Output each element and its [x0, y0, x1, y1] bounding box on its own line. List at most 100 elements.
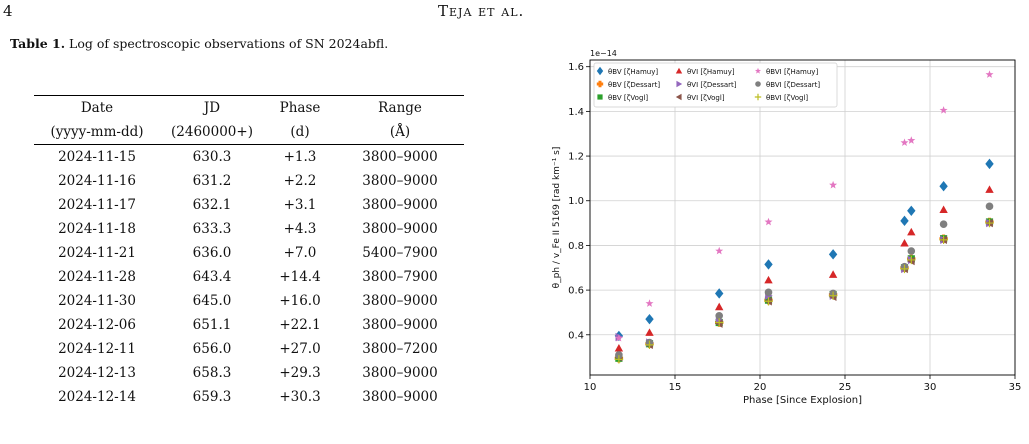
table-row: 2024-11-16 631.2 +2.2 3800–9000 [34, 169, 464, 193]
running-title: Teja et al. [438, 2, 525, 20]
cell-date: 2024-11-30 [58, 293, 136, 309]
x-tick-label: 35 [1009, 382, 1022, 393]
data-point-series-6 [715, 246, 724, 255]
data-point-series-6 [829, 180, 838, 189]
cell-jd: 636.0 [192, 245, 232, 261]
data-point-series-0 [900, 215, 909, 227]
unit-jd: (2460000+) [171, 124, 253, 140]
cell-range: 3800–7900 [362, 269, 438, 285]
cell-date: 2024-11-21 [58, 245, 136, 261]
y-tick-label: 1.0 [568, 196, 584, 207]
legend-label: θVI [ζHamuy] [687, 68, 735, 76]
data-point-series-3 [645, 328, 654, 336]
y-tick-label: 0.4 [568, 330, 584, 341]
data-point-series-3 [939, 205, 948, 214]
data-point-series-8 [645, 340, 654, 350]
data-point-series-3 [985, 185, 994, 193]
table-caption-text: Log of spectroscopic observations of SN … [69, 36, 389, 51]
table-caption-label: Table 1. [10, 36, 66, 51]
cell-phase: +1.3 [283, 149, 317, 165]
cell-date: 2024-11-28 [58, 269, 136, 285]
cell-jd: 659.3 [192, 389, 232, 405]
data-point-series-7 [907, 247, 916, 255]
data-point-series-6 [907, 136, 916, 144]
data-point-series-3 [828, 270, 838, 278]
table-row: 2024-12-13 658.3 +29.3 3800–9000 [34, 361, 464, 385]
cell-range: 5400–7900 [362, 245, 438, 261]
cell-phase: +4.3 [283, 221, 317, 237]
cell-jd: 656.0 [192, 341, 232, 357]
cell-date: 2024-11-17 [58, 197, 136, 213]
cell-date: 2024-11-16 [58, 173, 136, 189]
data-point-series-7 [939, 220, 948, 229]
table-row: 2024-12-14 659.3 +30.3 3800–9000 [34, 385, 464, 409]
unit-date: (yyyy-mm-dd) [50, 124, 144, 140]
data-point-series-3 [715, 302, 724, 311]
y-tick-label: 1.4 [568, 107, 584, 118]
x-tick-label: 25 [839, 382, 852, 393]
data-point-series-6 [764, 217, 773, 226]
table-row: 2024-11-17 632.1 +3.1 3800–9000 [34, 193, 464, 217]
legend-label: θBV [ζVogl] [608, 94, 648, 102]
y-axis-label: θ_ph / v_Fe II 5169 [rad km⁻¹ s] [552, 147, 562, 289]
observation-log-table: Date JD Phase Range (yyyy-mm-dd) (246000… [34, 95, 464, 409]
cell-phase: +29.3 [279, 365, 321, 381]
data-point-series-8 [764, 297, 773, 306]
cell-phase: +7.0 [283, 245, 317, 261]
data-point-series-7 [615, 351, 623, 359]
table-row: 2024-12-06 651.1 +22.1 3800–9000 [34, 313, 464, 337]
cell-date: 2024-11-18 [58, 221, 136, 237]
data-point-series-0 [907, 205, 916, 216]
table-row: 2024-11-15 630.3 +1.3 3800–9000 [34, 145, 464, 169]
unit-range: (Å) [389, 124, 411, 140]
legend-marker [596, 80, 604, 88]
x-tick-label: 20 [754, 382, 767, 393]
data-point-series-6 [614, 333, 623, 342]
cell-date: 2024-12-13 [58, 365, 136, 381]
cell-phase: +2.2 [283, 173, 317, 189]
legend-label: θBV [ζHamuy] [608, 68, 658, 76]
data-point-series-0 [939, 181, 948, 192]
data-point-series-8 [614, 355, 624, 364]
data-point-series-8 [985, 218, 994, 228]
cell-range: 3800–9000 [362, 197, 438, 213]
scatter-chart: 10 15 20 25 30 35 0.4 0.6 0.8 1.0 1.2 1.4 1.6 Phase [… [552, 49, 1022, 406]
table-row: 2024-11-21 636.0 +7.0 5400–7900 [34, 241, 464, 265]
cell-range: 3800–9000 [362, 149, 438, 165]
data-point-series-6 [939, 106, 948, 114]
data-point-series-6 [645, 299, 654, 307]
y-offset-label: 1e−14 [590, 49, 617, 58]
header-phase: Phase [279, 100, 321, 116]
data-point-series-8 [907, 255, 916, 265]
data-point-series-0 [828, 249, 838, 260]
legend-marker [755, 81, 761, 87]
y-tick-label: 0.6 [568, 286, 584, 297]
cell-range: 3800–9000 [362, 221, 438, 237]
cell-jd: 630.3 [192, 149, 232, 165]
legend-marker [596, 66, 604, 76]
legend-marker [754, 93, 762, 101]
cell-jd: 631.2 [192, 173, 232, 189]
table-row: 2024-11-28 643.4 +14.4 3800–7900 [34, 265, 464, 289]
data-point-series-6 [900, 138, 909, 147]
data-point-series-7 [715, 311, 723, 320]
cell-range: 3800–9000 [362, 317, 438, 333]
table-top-rule [34, 95, 464, 96]
legend-marker [675, 67, 683, 74]
table-row: 2024-11-18 633.3 +4.3 3800–9000 [34, 217, 464, 241]
legend-label: θBVI [ζVogl] [766, 94, 808, 102]
data-point-series-8 [715, 318, 724, 327]
x-axis-label: Phase [Since Explosion] [743, 395, 862, 406]
y-tick-label: 0.8 [568, 241, 584, 252]
data-point-series-6 [985, 70, 994, 78]
data-point-series-8 [828, 291, 838, 300]
data-point-series-0 [645, 313, 654, 325]
data-point-series-3 [764, 275, 773, 284]
cell-date: 2024-12-06 [58, 317, 136, 333]
header-jd: JD [203, 100, 221, 116]
cell-jd: 645.0 [192, 293, 232, 309]
plot-frame [589, 59, 1016, 376]
cell-phase: +30.3 [279, 389, 321, 405]
table-header-row: Date JD Phase Range [34, 96, 464, 120]
page-number: 4 [3, 2, 13, 20]
